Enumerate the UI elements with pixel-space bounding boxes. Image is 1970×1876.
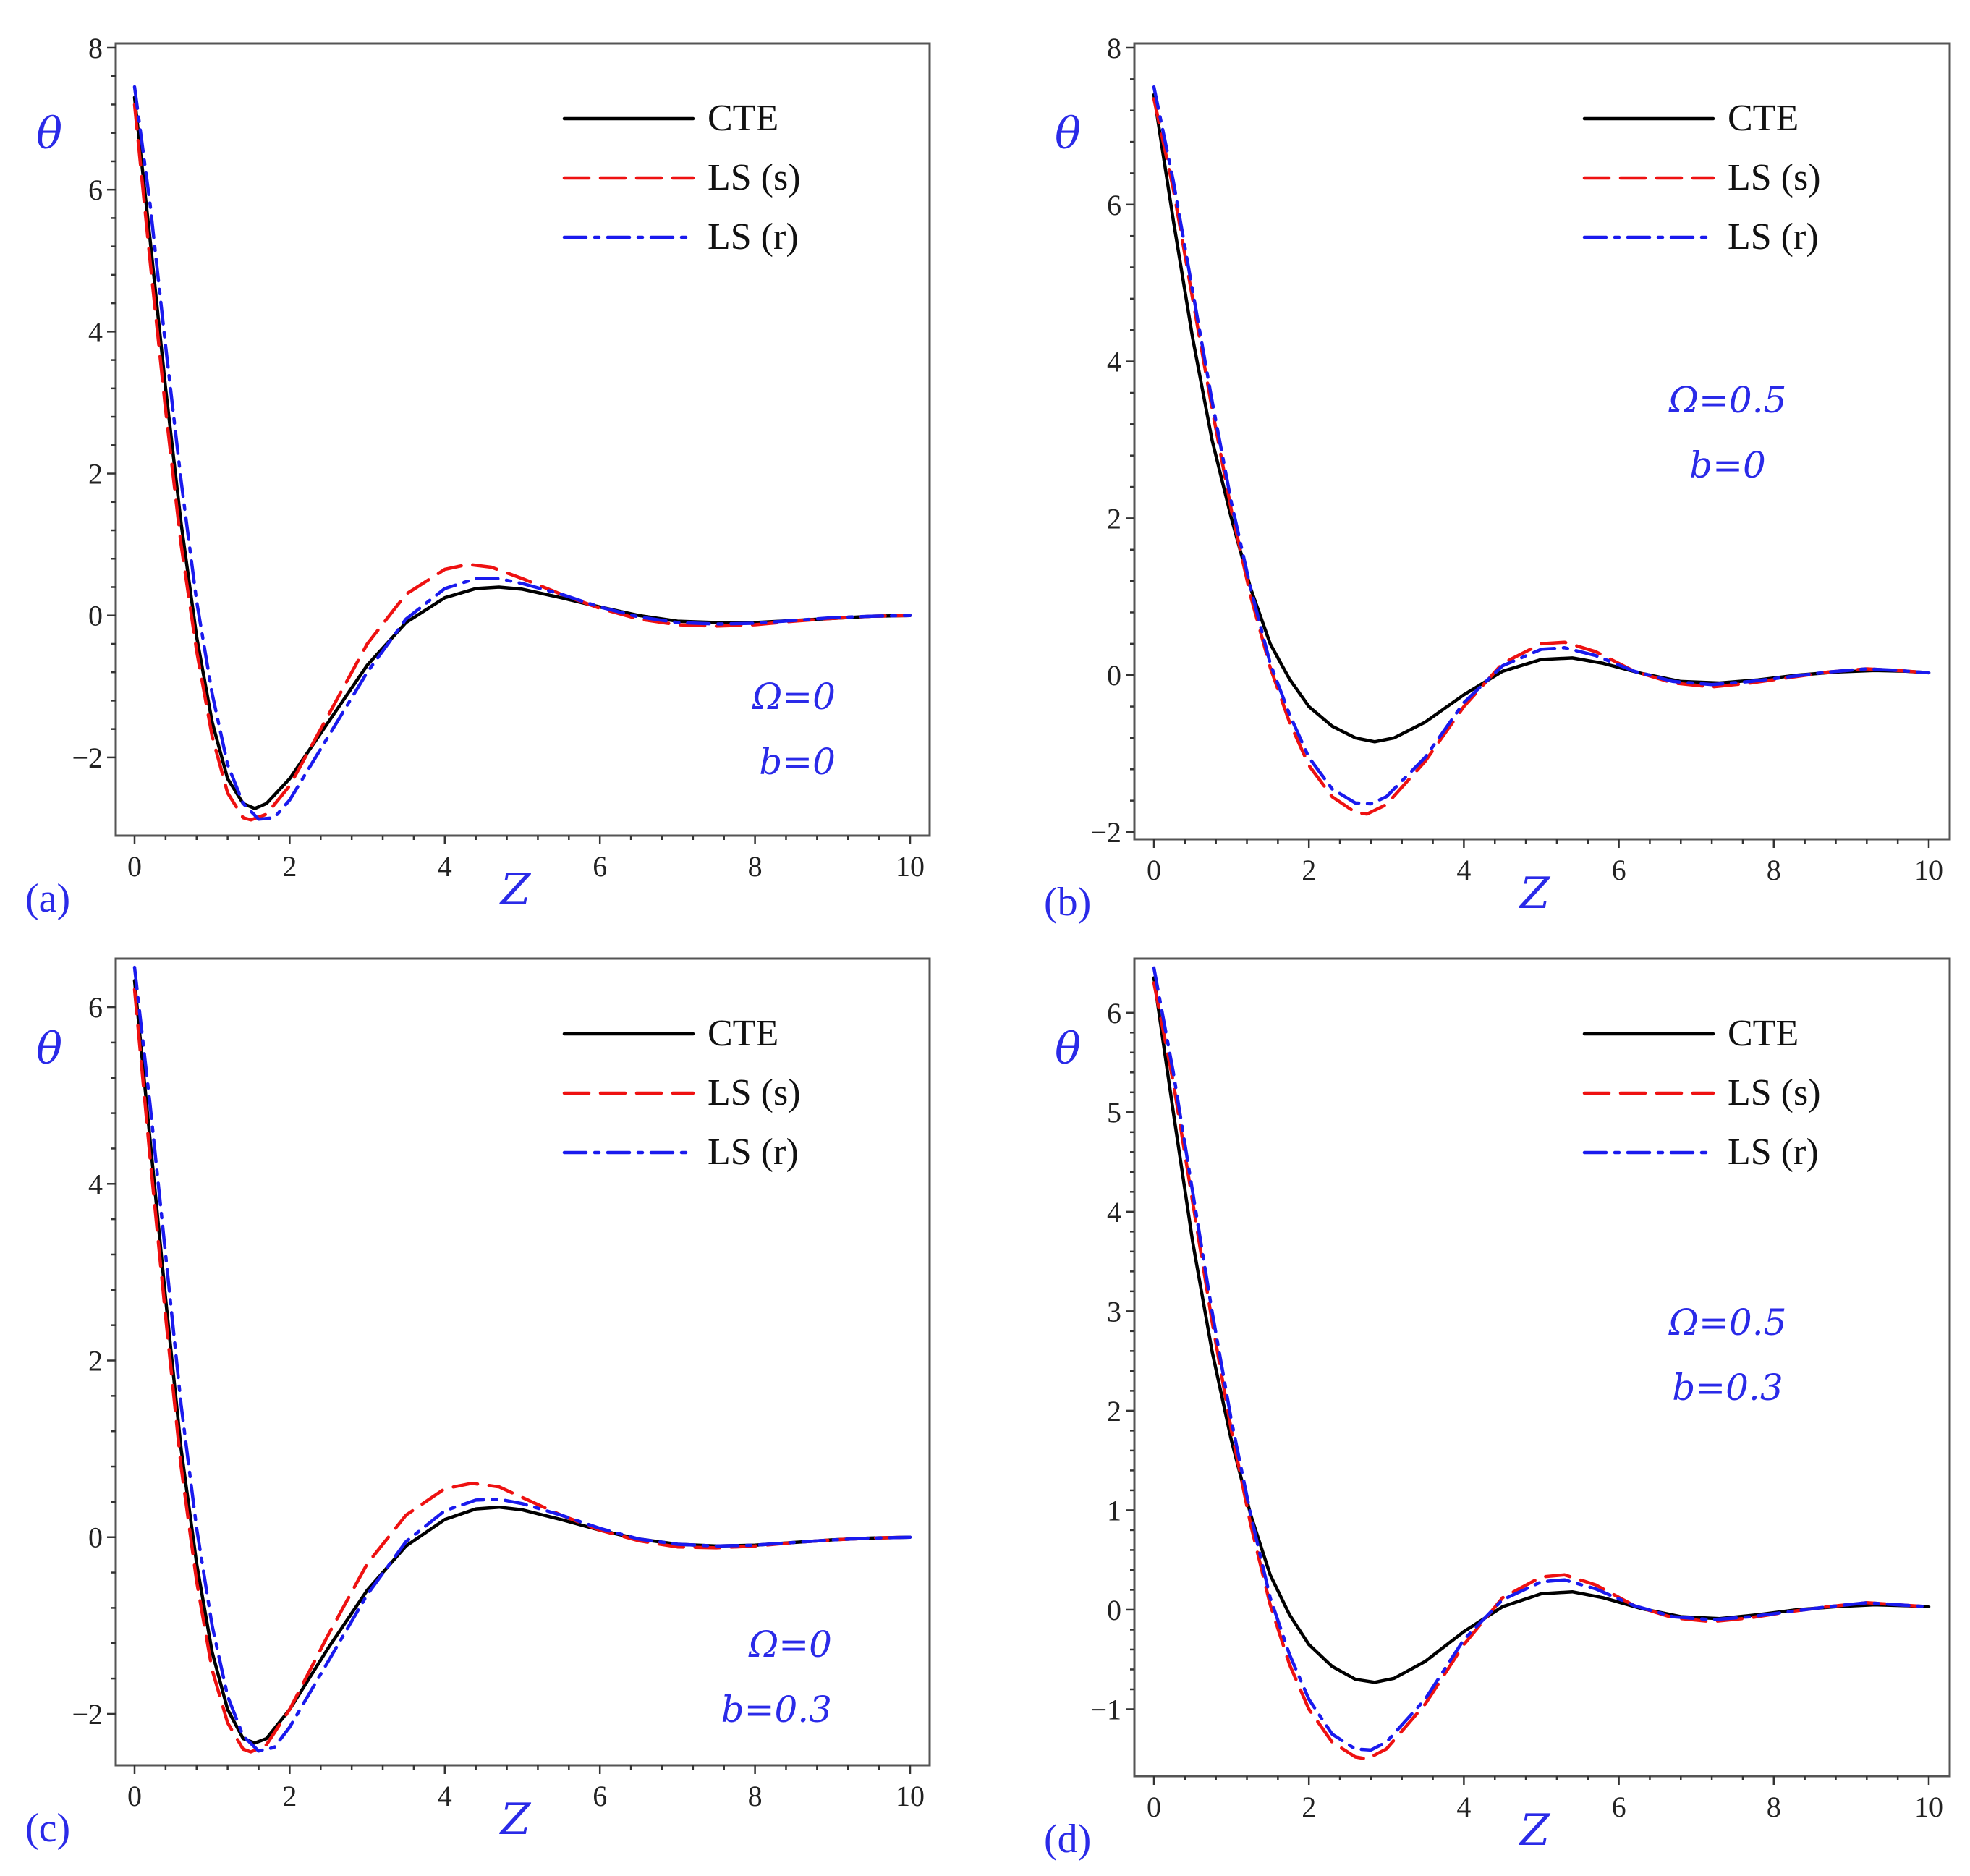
y-tick-label: 1 [1107,1494,1121,1527]
plot-frame [114,957,931,1767]
legend-label: LS (r) [1728,1132,1819,1173]
panel-label: (a) [25,876,70,921]
y-tick-label: 6 [88,991,103,1024]
x-tick-label: 6 [1612,1791,1626,1823]
x-tick-label: 2 [282,850,297,883]
y-tick-label: 5 [1107,1096,1121,1129]
panel-label: (b) [1044,880,1091,925]
x-tick-label: 4 [438,850,452,883]
series-line-ls-s [1152,97,1931,816]
y-tick-label: 6 [88,174,103,206]
x-tick-label: 6 [593,1780,607,1812]
x-tick-label: 8 [748,1780,763,1812]
x-tick-label: 0 [127,1780,142,1812]
legend-label: CTE [708,98,778,139]
x-axis-label: Z [499,1794,532,1845]
y-tick-label: −2 [1090,816,1121,849]
legend-label: LS (s) [1728,157,1821,198]
series-line-ls-s [132,103,912,822]
legend-label: LS (r) [708,216,799,258]
parameter-annotation: Ω=0.5 [1668,1302,1787,1344]
y-axis-label: θ [36,109,62,159]
legend-label: LS (s) [1728,1072,1821,1113]
y-tick-label: 4 [88,1168,103,1200]
x-tick-label: 10 [1914,1791,1943,1823]
legend-label: LS (s) [708,157,801,198]
x-tick-label: 10 [896,1780,925,1812]
y-tick-label: 3 [1107,1295,1121,1328]
x-tick-label: 0 [127,850,142,883]
y-tick-label: 2 [88,1345,103,1378]
y-tick-label: 0 [1107,1594,1121,1626]
legend-label: LS (r) [1728,216,1819,258]
parameter-annotation: Ω=0 [752,676,836,718]
parameter-annotation: Ω=0 [748,1624,832,1665]
y-tick-label: 0 [88,600,103,632]
y-axis-label: θ [36,1024,62,1074]
y-tick-label: 4 [1107,1196,1121,1228]
panel-a: 0 2 4 6 8 10 −2 0 2 4 6 8 θ Z (a) CTE LS (s) LS (r) Ω=0 b=0 [25,32,931,921]
series-line-ls-r [132,85,912,821]
plot-frame [1133,42,1951,841]
legend-label: LS (s) [708,1072,801,1113]
x-tick-label: 10 [896,850,925,883]
panel-label: (d) [1044,1817,1091,1862]
legend-label: CTE [1728,98,1799,139]
x-tick-label: 4 [438,1780,452,1812]
x-tick-label: 10 [1914,854,1943,886]
x-tick-label: 6 [1612,854,1626,886]
x-tick-label: 6 [593,850,607,883]
x-tick-label: 8 [748,850,763,883]
y-tick-label: 2 [1107,1395,1121,1427]
y-tick-label: 6 [1107,189,1121,221]
x-tick-label: 0 [1147,1791,1161,1823]
y-axis-label: θ [1055,1024,1081,1074]
x-axis-label: Z [1519,1805,1551,1856]
series-line-ls-r [132,965,912,1753]
y-tick-label: 4 [1107,346,1121,378]
plot-frame [1133,957,1951,1778]
x-tick-label: 2 [1302,854,1316,886]
series-line-ls-r [1152,85,1931,806]
parameter-annotation: b=0 [1689,444,1766,486]
x-tick-label: 4 [1456,854,1471,886]
panel-b: 0 2 4 6 8 10 −2 0 2 4 6 8 θ Z (b) CTE LS (s) LS (r) Ω=0.5 b… [1044,32,1951,925]
x-tick-label: 4 [1456,1791,1471,1823]
x-axis-label: Z [1519,868,1551,919]
series-line-ls-r [1152,966,1931,1752]
y-tick-label: −2 [72,742,103,774]
x-axis-label: Z [499,865,532,915]
parameter-annotation: b=0 [759,741,836,783]
panel-label: (c) [25,1806,70,1851]
x-tick-label: 8 [1767,854,1781,886]
x-tick-label: 0 [1147,854,1161,886]
y-tick-label: 0 [1107,659,1121,692]
y-tick-label: 8 [88,32,103,64]
x-tick-label: 8 [1767,1791,1781,1823]
parameter-annotation: Ω=0.5 [1668,379,1787,421]
legend-label: CTE [708,1013,778,1054]
plot-frame [114,42,931,837]
y-tick-label: 4 [88,315,103,348]
x-tick-label: 2 [282,1780,297,1812]
parameter-annotation: b=0.3 [1672,1367,1783,1409]
y-tick-label: −2 [72,1698,103,1731]
y-axis-label: θ [1055,109,1081,159]
y-tick-label: 0 [88,1521,103,1554]
y-tick-label: 2 [1107,502,1121,535]
x-tick-label: 2 [1302,1791,1316,1823]
y-tick-label: 8 [1107,32,1121,64]
y-tick-label: −1 [1090,1693,1121,1726]
parameter-annotation: b=0.3 [721,1689,832,1731]
legend-label: LS (r) [708,1132,799,1173]
y-tick-label: 6 [1107,997,1121,1030]
y-tick-label: 2 [88,458,103,491]
legend-label: CTE [1728,1013,1799,1054]
